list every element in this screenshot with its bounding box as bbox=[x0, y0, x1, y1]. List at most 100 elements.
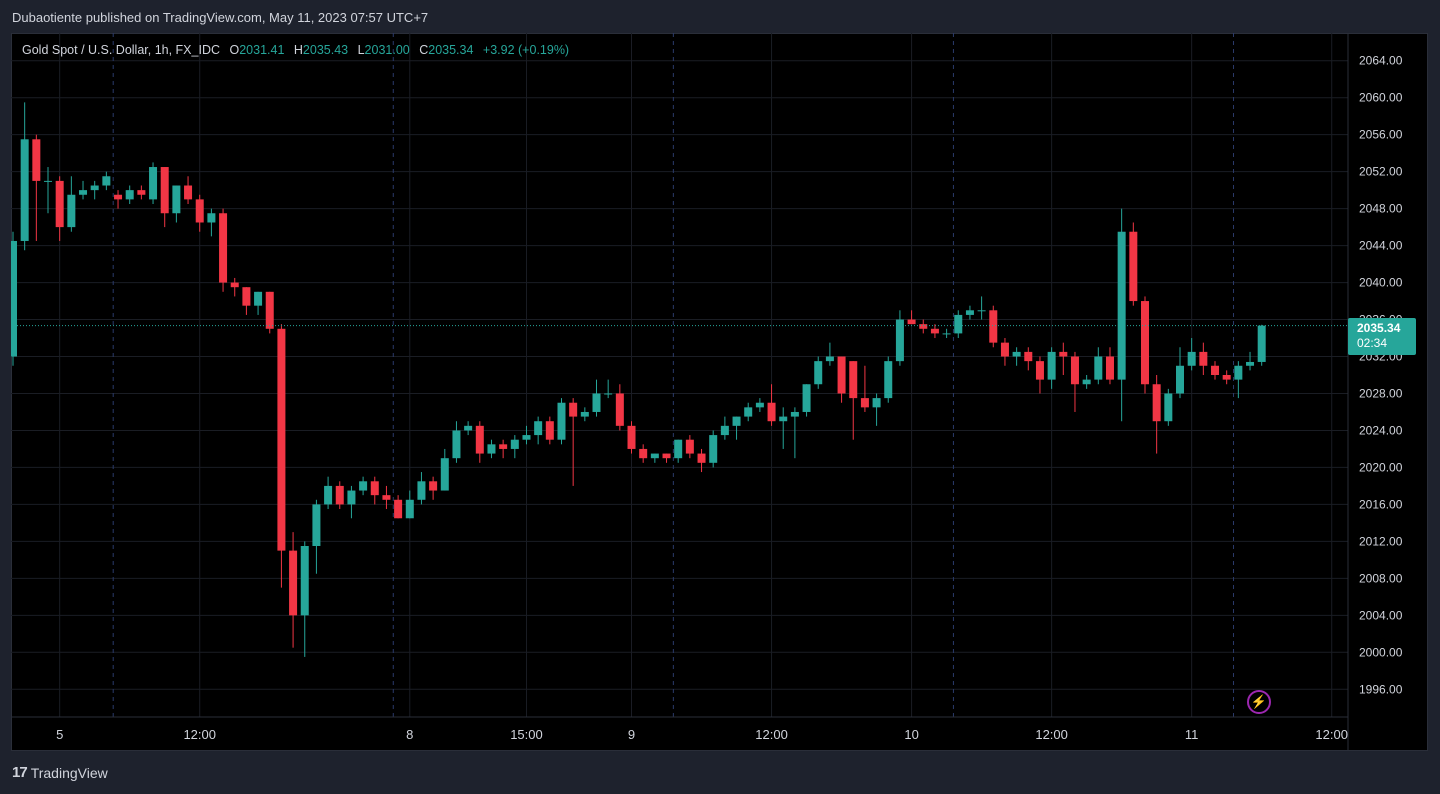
candle-body bbox=[487, 444, 496, 454]
candle-body bbox=[662, 453, 671, 459]
y-tick-label: 2020.00 bbox=[1359, 460, 1403, 474]
candle-body bbox=[312, 504, 321, 546]
candle-body bbox=[90, 185, 99, 191]
candle-body bbox=[989, 310, 998, 343]
low-value: 2031.00 bbox=[364, 43, 410, 57]
candle-body bbox=[942, 333, 951, 335]
candle-body bbox=[627, 425, 636, 449]
y-tick-label: 2044.00 bbox=[1359, 239, 1403, 253]
candle-body bbox=[814, 361, 823, 385]
candle-body bbox=[557, 402, 566, 440]
y-tick-label: 2012.00 bbox=[1359, 534, 1403, 548]
bar-countdown: 02:34 bbox=[1357, 336, 1388, 350]
tradingview-logo[interactable]: 17 TradingView bbox=[12, 764, 108, 781]
candle-body bbox=[79, 190, 88, 195]
candle-body bbox=[977, 310, 986, 312]
tradingview-logo-icon: 17 bbox=[12, 764, 28, 781]
candle-body bbox=[1024, 351, 1033, 362]
candle-body bbox=[1129, 231, 1138, 302]
candle-body bbox=[219, 213, 228, 283]
candlestick-chart[interactable]: 2064.00 2060.00 2056.00 2052.00 2048.00 2044.… bbox=[11, 33, 1428, 751]
candle-body bbox=[755, 402, 764, 408]
price-axis: 2064.00 2060.00 2056.00 2052.00 2048.00 2044.… bbox=[1347, 33, 1403, 751]
candle-body bbox=[580, 411, 589, 417]
candle-body bbox=[534, 421, 543, 436]
candle-body bbox=[1105, 356, 1114, 380]
candle-body bbox=[685, 439, 694, 454]
candle-body bbox=[650, 453, 659, 459]
y-tick-label: 2052.00 bbox=[1359, 165, 1403, 179]
last-price-value: 2035.34 bbox=[1357, 321, 1401, 335]
y-tick-label: 2008.00 bbox=[1359, 571, 1403, 585]
candle-body bbox=[1082, 379, 1091, 385]
close-label: C bbox=[419, 43, 429, 57]
lightning-icon[interactable]: ⚡ bbox=[1247, 690, 1271, 714]
x-tick-label: 12:00 bbox=[183, 727, 216, 742]
candle-body bbox=[32, 139, 41, 181]
x-tick-label: 11 bbox=[1185, 727, 1199, 742]
candle-body bbox=[744, 407, 753, 417]
x-tick-label: 5 bbox=[56, 727, 63, 742]
candle-body bbox=[44, 180, 53, 182]
publisher-line: Dubaotiente published on TradingView.com… bbox=[12, 10, 429, 25]
high-label: H bbox=[293, 43, 303, 57]
candle-body bbox=[825, 356, 834, 362]
y-tick-label: 2048.00 bbox=[1359, 202, 1403, 216]
candle-body bbox=[1246, 361, 1255, 366]
candle-body bbox=[1047, 351, 1056, 380]
candle-body bbox=[522, 435, 531, 440]
bottom-bar bbox=[0, 752, 1440, 794]
candle-body bbox=[207, 213, 216, 223]
candle-body bbox=[592, 393, 601, 412]
candle-body bbox=[779, 416, 788, 422]
y-tick-label: 2000.00 bbox=[1359, 645, 1403, 659]
candle-body bbox=[1152, 384, 1161, 422]
candle-body bbox=[545, 421, 554, 440]
candle-body bbox=[242, 287, 251, 306]
candle-body bbox=[137, 190, 146, 195]
candle-body bbox=[184, 185, 193, 200]
candle-body bbox=[20, 139, 29, 241]
candle-body bbox=[335, 485, 344, 505]
candle-body bbox=[382, 495, 391, 500]
x-tick-label: 8 bbox=[406, 727, 413, 742]
candle-body bbox=[884, 361, 893, 399]
candle-body bbox=[1164, 393, 1173, 422]
candle-body bbox=[347, 490, 356, 505]
candle-body bbox=[674, 439, 683, 459]
candle-body bbox=[837, 356, 846, 394]
candle-body bbox=[114, 194, 123, 200]
candle-body bbox=[1176, 365, 1184, 394]
candle-body bbox=[954, 314, 963, 334]
candle-body bbox=[569, 402, 578, 417]
y-tick-label: 2056.00 bbox=[1359, 128, 1403, 142]
x-tick-label: 12:00 bbox=[755, 727, 788, 742]
open-label: O bbox=[229, 43, 240, 57]
candle-body bbox=[604, 393, 613, 395]
candle-body bbox=[195, 199, 204, 223]
candle-body bbox=[802, 384, 811, 412]
candle-body bbox=[732, 416, 741, 426]
candle-body bbox=[1187, 351, 1196, 366]
candle-body bbox=[394, 499, 403, 519]
candle-body bbox=[429, 481, 438, 491]
candle-body bbox=[172, 185, 181, 214]
candle-body bbox=[1140, 301, 1149, 385]
session-breaks bbox=[112, 33, 1235, 717]
symbol-title: Gold Spot / U.S. Dollar, 1h, FX_IDC bbox=[22, 43, 220, 57]
y-tick-label: 2016.00 bbox=[1359, 497, 1403, 511]
y-tick-label: 2028.00 bbox=[1359, 386, 1403, 400]
y-tick-label: 2064.00 bbox=[1359, 54, 1403, 68]
ohlc-legend: Gold Spot / U.S. Dollar, 1h, FX_IDC O203… bbox=[22, 43, 569, 57]
candle-body bbox=[1070, 356, 1079, 385]
open-value: 2031.41 bbox=[239, 43, 285, 57]
candle-body bbox=[1117, 231, 1126, 380]
candle-body bbox=[1199, 351, 1208, 366]
low-label: L bbox=[357, 43, 365, 57]
candle-body bbox=[464, 425, 473, 431]
candle-body bbox=[1059, 351, 1068, 357]
candle-body bbox=[324, 485, 333, 505]
candle-body bbox=[895, 319, 904, 362]
candle-body bbox=[11, 240, 17, 357]
candle-body bbox=[919, 324, 928, 329]
